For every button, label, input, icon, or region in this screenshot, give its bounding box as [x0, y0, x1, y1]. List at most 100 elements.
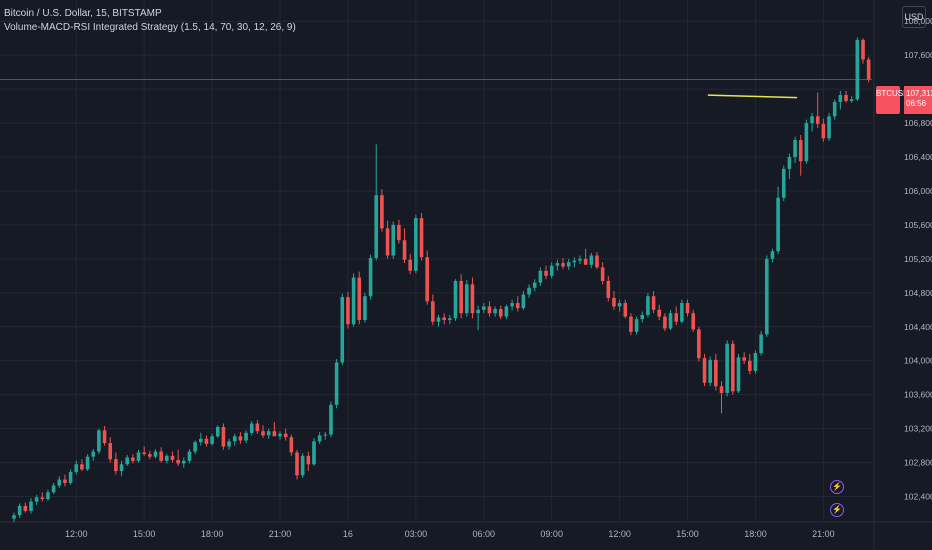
candle [753, 350, 758, 374]
candle [617, 299, 622, 312]
candle [815, 92, 820, 129]
candle [238, 432, 243, 444]
candle [74, 460, 79, 475]
candle [425, 250, 429, 305]
candle [572, 257, 577, 268]
candle [357, 271, 362, 325]
strategy-legend[interactable]: Volume-MACD-RSI Integrated Strategy (1.5… [4, 22, 296, 33]
candle [125, 454, 129, 466]
candle [97, 428, 101, 455]
symbol-price-tag: BTCUSD [876, 86, 909, 114]
candle [431, 294, 435, 326]
candle [23, 502, 28, 513]
candle [566, 258, 571, 270]
candle [249, 420, 254, 436]
candle [668, 309, 673, 331]
candle [255, 420, 260, 434]
candle [561, 258, 565, 270]
candle [210, 433, 214, 446]
candle [470, 277, 475, 319]
candle [448, 314, 452, 325]
candle [832, 99, 837, 120]
candle [861, 38, 865, 64]
candle [46, 489, 50, 501]
candle [136, 449, 141, 463]
candle [57, 476, 62, 489]
candle [317, 432, 322, 444]
candle [493, 306, 497, 317]
y-tick-label: 105,200 [904, 254, 932, 264]
candle [289, 434, 294, 456]
candle [153, 449, 158, 459]
candle [527, 284, 531, 298]
candle [708, 356, 712, 387]
candle [555, 259, 560, 271]
chart-header: Bitcoin / U.S. Dollar, 15, BITSTAMP Volu… [4, 7, 296, 35]
candle [764, 255, 769, 337]
candle [221, 423, 226, 450]
y-tick-label: 106,800 [904, 118, 932, 128]
candle [634, 316, 639, 335]
x-tick-label: 21:00 [269, 529, 292, 539]
candle [91, 449, 96, 461]
candle [510, 299, 514, 311]
candle [272, 421, 277, 437]
candle [759, 331, 763, 356]
candle [408, 253, 412, 275]
candle [306, 451, 311, 472]
x-tick-label: 18:00 [744, 529, 767, 539]
time-axis[interactable]: 12:00 15:00 18:00 21:00 16 03:00 06:00 09:00 12:… [65, 529, 835, 539]
lightning-icon[interactable]: ⚡ [830, 503, 844, 517]
candle [334, 359, 339, 409]
candle [810, 112, 814, 132]
candle [402, 228, 407, 264]
candle [504, 304, 509, 320]
candle [549, 262, 554, 279]
candle [380, 189, 384, 232]
candle [674, 306, 679, 326]
candle [793, 136, 797, 163]
x-tick-label: 21:00 [812, 529, 835, 539]
candle [374, 144, 379, 261]
candle [108, 437, 113, 463]
candle [102, 426, 107, 446]
currency-button[interactable]: USD [902, 6, 926, 28]
countdown-value: 06:56 [906, 99, 927, 108]
candle [329, 401, 333, 438]
candle [119, 460, 124, 477]
candle [578, 255, 582, 264]
candle [821, 118, 826, 142]
candle [680, 299, 684, 324]
trend-line[interactable] [707, 94, 798, 99]
price-axis[interactable]: 108,000107,600107,200106,800106,400106,0… [904, 16, 932, 501]
candle [391, 221, 396, 259]
candle [182, 457, 186, 468]
candle [436, 314, 441, 327]
candle [114, 452, 118, 475]
x-tick-label: 06:00 [473, 529, 496, 539]
candle [142, 446, 146, 456]
candle [442, 313, 446, 325]
candle [725, 340, 729, 397]
last-price-value: 107,313 [906, 89, 932, 98]
x-tick-label: 15:00 [133, 529, 156, 539]
candle [583, 248, 588, 265]
candle [323, 432, 328, 440]
candle [515, 296, 520, 312]
candle [193, 440, 197, 455]
candle [312, 437, 316, 466]
lightning-icon[interactable]: ⚡ [830, 480, 844, 494]
y-tick-label: 105,600 [904, 220, 932, 230]
candle [80, 459, 84, 472]
candle [691, 309, 695, 332]
candle [51, 482, 56, 494]
y-tick-label: 103,600 [904, 390, 932, 400]
candle [244, 430, 248, 444]
candle [736, 353, 741, 393]
candle [538, 267, 543, 287]
symbol-title[interactable]: Bitcoin / U.S. Dollar, 15, BITSTAMP [4, 8, 162, 19]
candle [651, 291, 656, 314]
y-tick-label: 107,600 [904, 50, 932, 60]
candle [748, 353, 752, 375]
